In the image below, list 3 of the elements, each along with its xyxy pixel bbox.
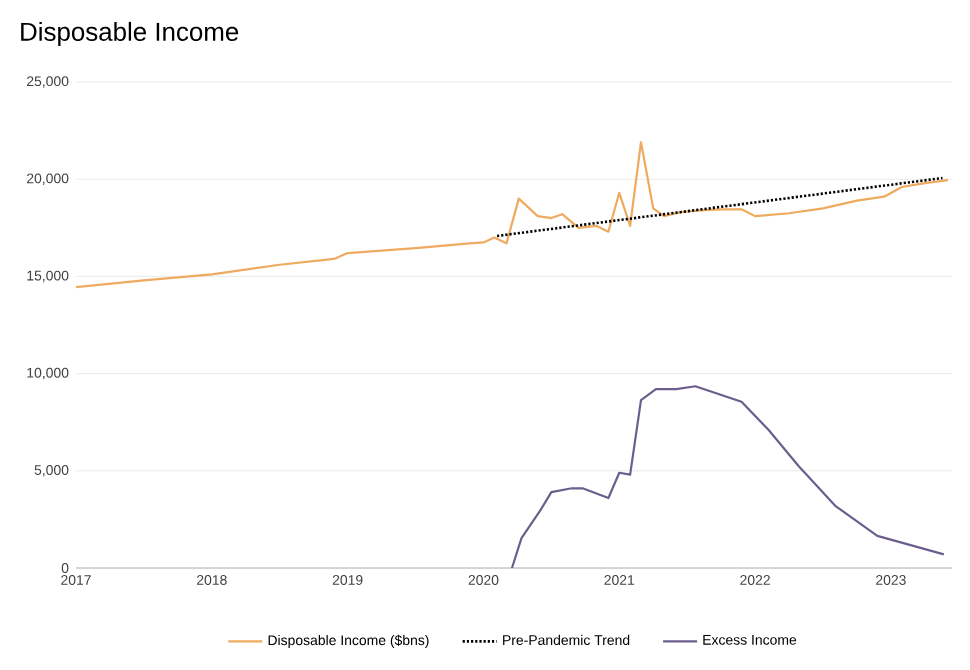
chart-title: Disposable Income bbox=[21, 21, 239, 47]
line-series bbox=[510, 385, 945, 570]
line-series bbox=[74, 141, 950, 289]
